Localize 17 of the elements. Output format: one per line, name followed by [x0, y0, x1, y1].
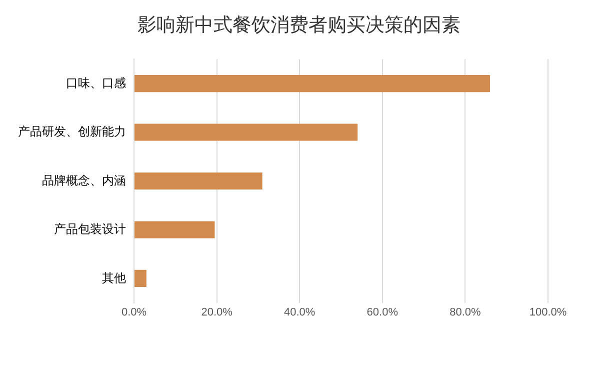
bar — [134, 124, 358, 141]
chart-title: 影响新中式餐饮消费者购买决策的因素 — [136, 13, 462, 38]
x-tick-label: 100.0% — [529, 306, 567, 318]
x-tick-label: 80.0% — [450, 306, 482, 318]
y-tick-label: 口味、口感 — [66, 76, 126, 90]
bar — [134, 75, 490, 92]
y-tick-label: 品牌概念、内涵 — [42, 173, 126, 188]
y-tick-label: 其他 — [102, 270, 126, 285]
x-tick-label: 20.0% — [201, 306, 233, 318]
x-tick-label: 60.0% — [366, 306, 398, 318]
bar — [134, 172, 262, 190]
y-tick-label: 产品包装设计 — [54, 222, 126, 236]
bar — [134, 270, 146, 287]
x-tick-label: 40.0% — [284, 306, 316, 318]
y-tick-label: 产品研发、创新能力 — [18, 124, 126, 139]
bar — [134, 221, 215, 238]
x-tick-label: 0.0% — [121, 306, 147, 318]
